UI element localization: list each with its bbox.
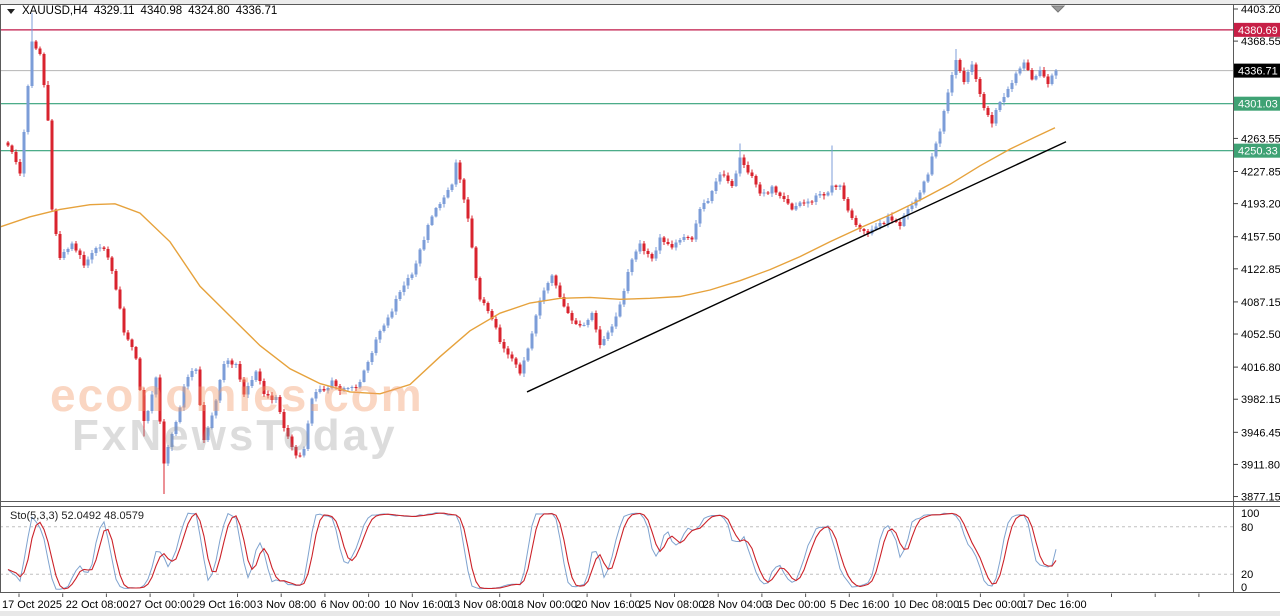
- price-tick-label: 4227.85: [1241, 167, 1280, 179]
- time-axis[interactable]: 17 Oct 2025 22 Oct 08:00 27 Oct 00:00 29 Oc…: [2, 593, 1200, 612]
- time-tick-label: 13 Nov 08:00: [448, 599, 513, 611]
- price-tick-label: 4087.15: [1241, 297, 1280, 309]
- price-badge: [1234, 143, 1280, 158]
- price-badge: [1234, 96, 1280, 111]
- time-tick-label: 29 Oct 16:00: [193, 599, 256, 611]
- quote-low: 4324.80: [188, 5, 230, 17]
- price-badge-label: 4250.33: [1238, 146, 1278, 158]
- time-tick-label: 27 Oct 00:00: [129, 599, 192, 611]
- price-tick-label: 4016.80: [1241, 362, 1280, 374]
- moving-average-line: [1, 127, 1056, 395]
- time-tick-label: 25 Nov 08:00: [639, 599, 704, 611]
- time-tick-label: 10 Nov 16:00: [384, 599, 449, 611]
- price-tick-label: 4193.20: [1241, 199, 1280, 211]
- price-tick-label: 3982.15: [1241, 394, 1280, 406]
- price-badge-label: 4380.69: [1238, 25, 1278, 37]
- price-tick-label: 4403.20: [1241, 4, 1280, 16]
- stochastic-tick-label: 100: [1241, 508, 1259, 520]
- price-badge-label: 4301.03: [1238, 99, 1278, 111]
- candles-layer: [6, 12, 1058, 494]
- time-tick-label: 28 Nov 04:00: [703, 599, 768, 611]
- time-tick-label: 6 Nov 00:00: [321, 599, 380, 611]
- price-tick-label: 4157.50: [1241, 232, 1280, 244]
- price-tick-label: 3911.80: [1241, 459, 1280, 471]
- symbol-list-toggle-icon[interactable]: [7, 8, 15, 14]
- time-tick-label: 17 Dec 16:00: [1021, 599, 1086, 611]
- price-tick-label: 3946.45: [1241, 427, 1280, 439]
- stochastic-axis: 100 80 200: [1241, 508, 1259, 594]
- stochastic-d-line: [7, 512, 1057, 590]
- chart-objects-layer[interactable]: [0, 29, 1233, 152]
- quote-close: 4336.71: [235, 5, 278, 17]
- quote-open: 4329.11: [93, 5, 135, 17]
- price-tick-label: 4368.55: [1241, 36, 1280, 48]
- top-strip: [0, 0, 1280, 4]
- time-tick-label: 15 Dec 00:00: [958, 599, 1023, 611]
- price-badge-label: 4336.71: [1238, 66, 1278, 78]
- stochastic-k-line: [7, 512, 1057, 590]
- symbol-period-label: XAUUSD,H4: [22, 5, 88, 17]
- bottom-strip: [0, 611, 1280, 616]
- time-tick-label: 3 Nov 08:00: [257, 599, 316, 611]
- quote-high: 4340.98: [140, 5, 183, 17]
- price-axis[interactable]: 4403.20 4368.55 4263.55 4227.85 4193.20 4157.…: [1233, 4, 1280, 504]
- panel-borders: [0, 4, 1280, 593]
- price-badge: [1234, 22, 1280, 37]
- price-tick-label: 3877.15: [1241, 492, 1280, 504]
- time-tick-label: 22 Oct 08:00: [66, 599, 129, 611]
- price-tick-label: 4122.85: [1241, 264, 1280, 276]
- time-tick-label: 18 Nov 00:00: [512, 599, 577, 611]
- overlays-layer[interactable]: [0, 127, 1067, 395]
- time-tick-label: 17 Oct 2025: [2, 599, 62, 611]
- symbol-info-bar[interactable]: XAUUSD,H4 4329.11 4340.98 4324.80 4336.7…: [7, 5, 283, 17]
- stochastic-lines: [7, 512, 1057, 590]
- price-tick-label: 4052.50: [1241, 329, 1280, 341]
- indicator-label: Sto(5,3,3) 52.0492 48.0579: [10, 510, 144, 522]
- stochastic-tick-label: 20: [1241, 569, 1253, 581]
- trendline[interactable]: [526, 141, 1067, 393]
- time-tick-label: 20 Nov 16:00: [575, 599, 640, 611]
- price-badge: [1234, 63, 1280, 78]
- time-tick-label: 3 Dec 00:00: [766, 599, 825, 611]
- stochastic-tick-label: 0: [1241, 582, 1247, 594]
- price-tick-label: 4263.55: [1241, 133, 1280, 145]
- stochastic-levels: [0, 526, 1233, 575]
- stochastic-tick-label: 80: [1241, 522, 1253, 534]
- chart-shift-marker-icon[interactable]: [1050, 5, 1066, 13]
- time-tick-label: 10 Dec 08:00: [894, 599, 959, 611]
- time-tick-label: 5 Dec 16:00: [830, 599, 889, 611]
